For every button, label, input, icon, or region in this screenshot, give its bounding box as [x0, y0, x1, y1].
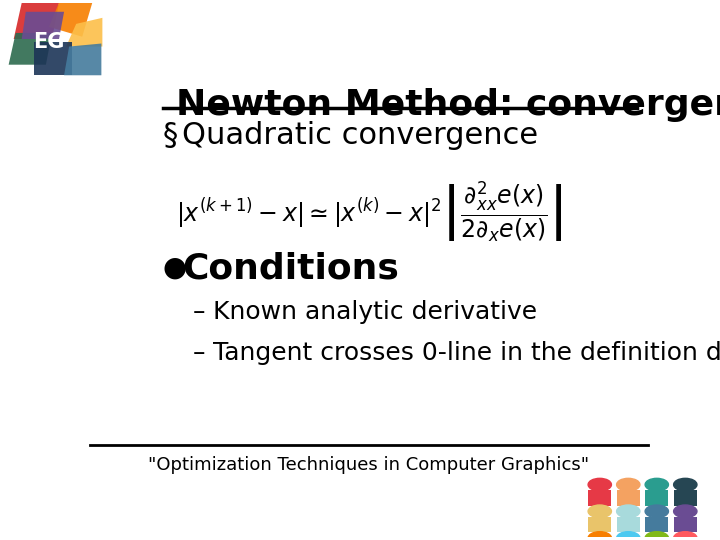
Circle shape: [674, 478, 697, 491]
Polygon shape: [645, 517, 668, 532]
Polygon shape: [588, 490, 611, 505]
Polygon shape: [9, 33, 52, 65]
Circle shape: [674, 532, 697, 540]
Text: §: §: [163, 121, 178, 150]
Circle shape: [616, 478, 640, 491]
Polygon shape: [66, 18, 102, 46]
Polygon shape: [588, 517, 611, 532]
Text: Quadratic convergence: Quadratic convergence: [182, 121, 538, 150]
Polygon shape: [34, 42, 72, 75]
Text: –: –: [193, 341, 206, 365]
Polygon shape: [674, 490, 697, 505]
Circle shape: [645, 505, 668, 518]
Text: EG: EG: [33, 32, 65, 52]
Circle shape: [616, 505, 640, 518]
Text: Newton Method: convergence: Newton Method: convergence: [176, 87, 720, 122]
Text: "Optimization Techniques in Computer Graphics": "Optimization Techniques in Computer Gra…: [148, 456, 590, 474]
Text: Tangent crosses 0-line in the definition domain.: Tangent crosses 0-line in the definition…: [213, 341, 720, 365]
Polygon shape: [645, 490, 668, 505]
Text: Known analytic derivative: Known analytic derivative: [213, 300, 537, 323]
Circle shape: [645, 478, 668, 491]
Circle shape: [588, 505, 611, 518]
Circle shape: [588, 478, 611, 491]
Text: –: –: [193, 300, 206, 323]
Text: ●: ●: [163, 254, 186, 282]
Polygon shape: [616, 490, 640, 505]
Polygon shape: [616, 517, 640, 532]
Polygon shape: [22, 12, 64, 39]
Circle shape: [645, 532, 668, 540]
Circle shape: [588, 532, 611, 540]
Polygon shape: [49, 3, 92, 37]
Polygon shape: [64, 44, 102, 75]
Text: Conditions: Conditions: [182, 252, 399, 286]
Circle shape: [674, 505, 697, 518]
Text: $|x^{(k+1)} - x| \simeq |x^{(k)} - x|^2 \left| \dfrac{\partial^2_{xx}e(x)}{2\par: $|x^{(k+1)} - x| \simeq |x^{(k)} - x|^2 …: [176, 179, 562, 244]
Polygon shape: [674, 517, 697, 532]
Polygon shape: [14, 3, 59, 39]
Circle shape: [616, 532, 640, 540]
